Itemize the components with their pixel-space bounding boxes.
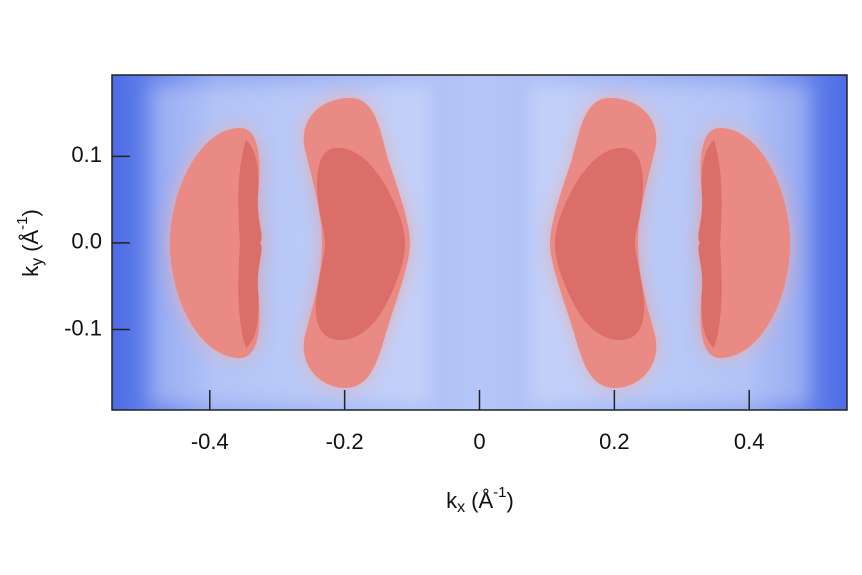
x-label-base: k [446, 488, 458, 513]
y-label-unit: (Å [18, 230, 43, 252]
x-tick-label: -0.4 [191, 429, 229, 454]
pocket-glow [150, 85, 810, 405]
y-tick-label: -0.1 [64, 315, 102, 340]
x-tick-label: 0.4 [734, 429, 765, 454]
y-tick-label: 0.0 [71, 229, 102, 254]
x-label-sup: -1 [493, 484, 506, 501]
x-label-sub: x [457, 499, 465, 516]
y-label-base: k [18, 265, 43, 277]
x-tick-label: -0.2 [326, 429, 364, 454]
y-label-sup: -1 [14, 216, 31, 229]
x-label-unit: (Å [471, 488, 493, 513]
y-label-sub: y [29, 258, 46, 266]
x-tick-label: 0 [473, 429, 485, 454]
x-label-close: ) [507, 488, 514, 513]
x-axis-label: kx (Å-1) [446, 484, 514, 516]
y-tick-label: 0.1 [71, 142, 102, 167]
y-label-close: ) [18, 209, 43, 216]
y-axis-label: ky (Å-1) [14, 209, 46, 277]
x-tick-label: 0.2 [599, 429, 630, 454]
plot-area [111, 74, 848, 411]
